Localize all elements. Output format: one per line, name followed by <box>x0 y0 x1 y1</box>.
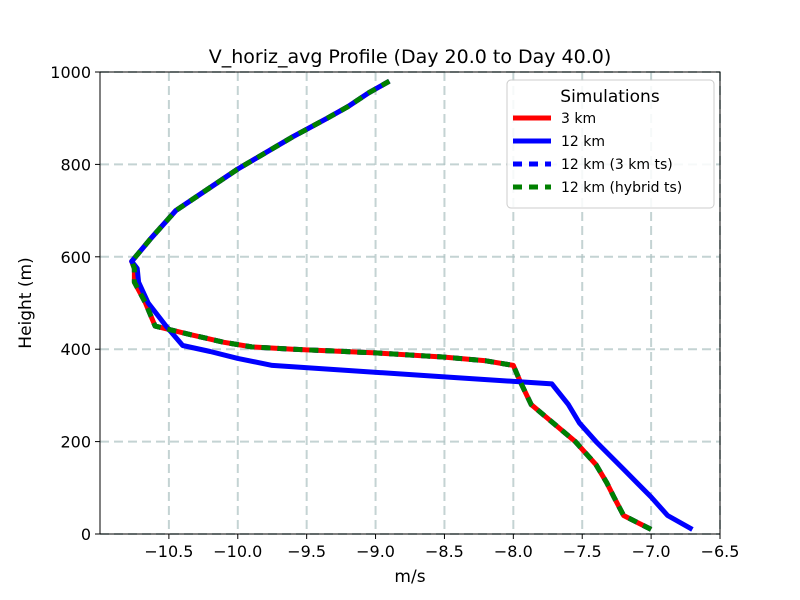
legend-label-12-km-3-km-ts: 12 km (3 km ts) <box>561 157 673 173</box>
legend-label-12-km: 12 km <box>561 134 605 150</box>
y-tick-label: 400 <box>60 340 91 359</box>
y-tick-label: 1000 <box>50 63 91 82</box>
legend: Simulations 3 km 12 km 12 km (3 km ts) 12 k… <box>506 79 715 209</box>
y-tick-label: 200 <box>60 433 91 452</box>
y-axis-ticks: 0 200 400 600 800 1000 <box>50 63 100 544</box>
x-tick-label: −10.5 <box>144 542 193 561</box>
x-axis-ticks: −10.5 −10.0 −9.5 −9.0 −8.5 −8.0 −7.5 −7.0 −6.5 <box>144 534 739 561</box>
x-tick-label: −10.0 <box>213 542 262 561</box>
y-axis-label: Height (m) <box>16 257 36 348</box>
x-tick-label: −9.5 <box>287 542 326 561</box>
x-tick-label: −7.5 <box>563 542 602 561</box>
legend-label-3-km: 3 km <box>561 111 596 127</box>
x-axis-label: m/s <box>394 567 425 587</box>
x-tick-label: −6.5 <box>701 542 740 561</box>
y-tick-label: 800 <box>60 155 91 174</box>
chart-title: V_horiz_avg Profile (Day 20.0 to Day 40.… <box>209 46 612 68</box>
x-tick-label: −9.0 <box>356 542 395 561</box>
series-lines <box>129 79 694 532</box>
series-line-12-km <box>129 79 694 532</box>
x-tick-label: −8.5 <box>425 542 464 561</box>
legend-title: Simulations <box>560 87 660 107</box>
x-tick-label: −8.0 <box>494 542 533 561</box>
legend-label-12-km-hybrid-ts: 12 km (hybrid ts) <box>561 180 682 196</box>
legend-box <box>506 79 715 209</box>
y-tick-label: 600 <box>60 248 91 267</box>
y-tick-label: 0 <box>81 525 91 544</box>
plot-frame <box>99 71 721 535</box>
x-tick-label: −7.0 <box>632 542 671 561</box>
legend-entries: 3 km 12 km 12 km (3 km ts) 12 km (hybrid ts… <box>513 111 682 196</box>
series-line-12-km-hybrid-ts <box>129 79 653 532</box>
